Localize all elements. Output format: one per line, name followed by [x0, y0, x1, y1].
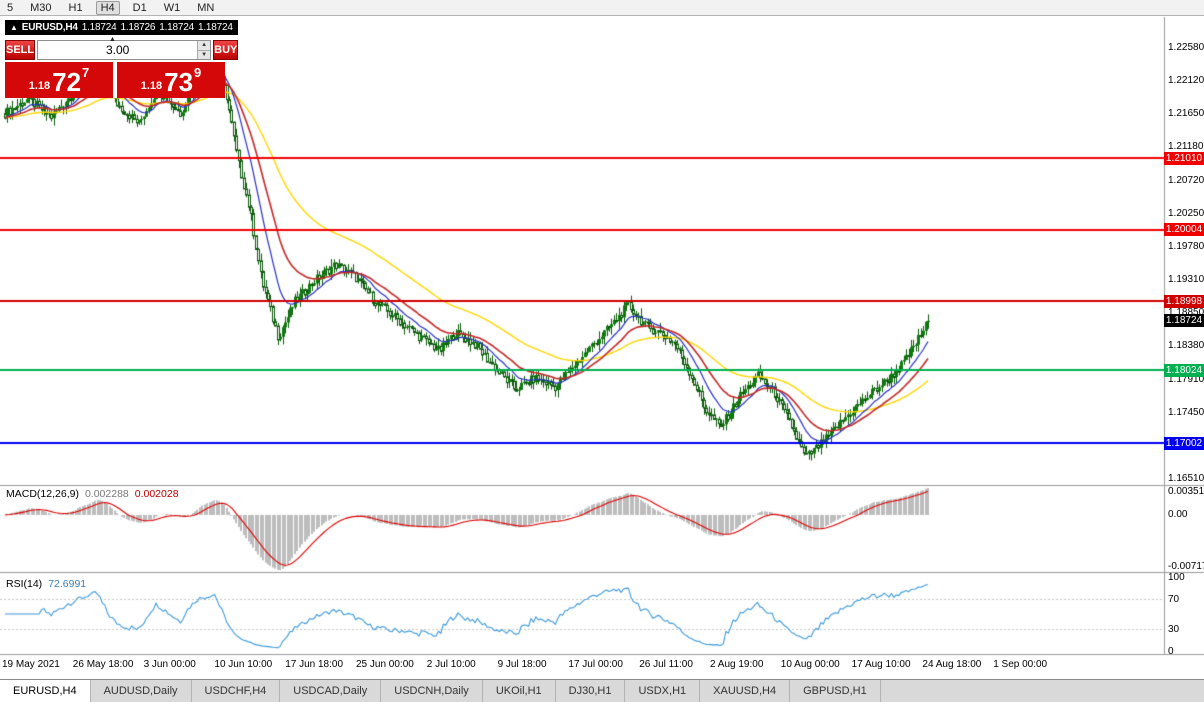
time-axis-tick: 1 Sep 00:00: [993, 659, 1048, 670]
chart-tab-bar: EURUSD,H4 AUDUSD,Daily USDCHF,H4 USDCAD,Dai…: [0, 679, 1204, 702]
macd-signal-value: 0.002028: [134, 488, 179, 500]
time-axis-tick: 10 Jun 10:00: [214, 659, 273, 670]
chart-tab-gbpusd-h1[interactable]: GBPUSD,H1: [790, 680, 881, 702]
sell-price-button[interactable]: 1.18 72 7: [5, 62, 113, 98]
chart-tab-eurusd-h4[interactable]: EURUSD,H4: [0, 680, 91, 702]
macd-name: MACD(12,26,9): [6, 488, 79, 500]
time-axis-tick: 17 Jun 18:00: [285, 659, 344, 670]
time-axis-tick: 24 Aug 18:00: [922, 659, 982, 670]
timeframe-button-m30[interactable]: M30: [30, 1, 52, 14]
volume-input[interactable]: [38, 41, 198, 59]
chart-tab-usdcad-daily[interactable]: USDCAD,Daily: [280, 680, 382, 702]
sell-price-big: 72: [52, 67, 82, 97]
macd-main-value: 0.002288: [84, 488, 129, 500]
ohlc-low: 1.18724: [159, 22, 194, 33]
symbol-name: EURUSD,H4: [21, 22, 78, 33]
rsi-indicator-title: RSI(14) 72.6991: [6, 578, 86, 590]
time-axis-tick: 9 Jul 18:00: [497, 659, 547, 670]
ohlc-close: 1.18724: [197, 22, 233, 33]
time-axis-tick: 26 May 18:00: [72, 659, 134, 670]
rsi-name: RSI(14): [6, 578, 43, 590]
timeframe-button-h1[interactable]: H1: [68, 1, 83, 14]
time-axis-tick: 26 Jul 11:00: [639, 659, 693, 670]
macd-indicator-title: MACD(12,26,9) 0.002288 0.002028: [6, 488, 179, 500]
spin-down-icon[interactable]: ▼: [197, 49, 211, 59]
timeframe-button-5[interactable]: 5: [7, 1, 14, 14]
buy-price-button[interactable]: 1.18 73 9: [117, 62, 225, 98]
one-click-trade-panel: ▲ SELL ▲ ▼ BUY 1.18 72 7 1.18 73 9: [5, 36, 239, 98]
time-axis-tick: 2 Aug 19:00: [710, 659, 764, 670]
ohlc-high: 1.18726: [120, 22, 156, 33]
time-axis-tick: 17 Jul 00:00: [568, 659, 623, 670]
buy-button[interactable]: BUY: [213, 40, 239, 60]
time-axis-tick: 25 Jun 00:00: [356, 659, 414, 670]
timeframe-button-h4[interactable]: H4: [95, 0, 120, 15]
buy-price-sup: 9: [194, 65, 202, 80]
time-axis-tick: 17 Aug 10:00: [851, 659, 911, 670]
chart-tab-audusd-daily[interactable]: AUDUSD,Daily: [91, 680, 192, 702]
ohlc-open: 1.18724: [81, 22, 117, 33]
chart-tab-usdcnh-daily[interactable]: USDCNH,Daily: [381, 680, 483, 702]
buy-price-big: 73: [164, 67, 194, 97]
panel-collapse-icon[interactable]: ▲: [109, 36, 116, 43]
timeframe-button-w1[interactable]: W1: [163, 1, 181, 14]
sell-price-prefix: 1.18: [28, 80, 51, 92]
chart-tab-dj30-h1[interactable]: DJ30,H1: [556, 680, 626, 702]
timeframe-button-d1[interactable]: D1: [132, 1, 147, 14]
time-axis-tick: 19 May 2021: [2, 659, 60, 670]
symbol-marker-icon: ▲: [10, 22, 18, 32]
timeframe-button-mn[interactable]: MN: [197, 1, 215, 14]
time-axis-tick: 2 Jul 10:00: [426, 659, 476, 670]
ohlc-quote-strip: ▲ EURUSD,H4 1.18724 1.18726 1.18724 1.18…: [5, 20, 238, 35]
chart-tab-usdx-h1[interactable]: USDX,H1: [625, 680, 701, 702]
rsi-value: 72.6991: [48, 578, 87, 590]
chart-tab-ukoil-h1[interactable]: UKOil,H1: [483, 680, 556, 702]
spin-up-icon[interactable]: ▲: [197, 41, 211, 50]
volume-control: ▲ ▼: [37, 40, 212, 60]
timeframe-toolbar: 5 M30 H1 H4 D1 W1 MN: [0, 0, 1204, 16]
buy-price-prefix: 1.18: [140, 80, 163, 92]
chart-tab-usdchf-h4[interactable]: USDCHF,H4: [192, 680, 281, 702]
sell-button[interactable]: SELL: [5, 40, 36, 60]
volume-spinner: ▲ ▼: [197, 41, 211, 59]
time-axis-tick: 3 Jun 00:00: [143, 659, 196, 670]
time-axis-tick: 10 Aug 00:00: [780, 659, 840, 670]
time-axis[interactable]: 19 May 2021 26 May 18:00 3 Jun 00:00 10 Jun…: [0, 657, 1204, 677]
chart-tab-xauusd-h4[interactable]: XAUUSD,H4: [700, 680, 791, 702]
sell-price-sup: 7: [82, 65, 90, 80]
